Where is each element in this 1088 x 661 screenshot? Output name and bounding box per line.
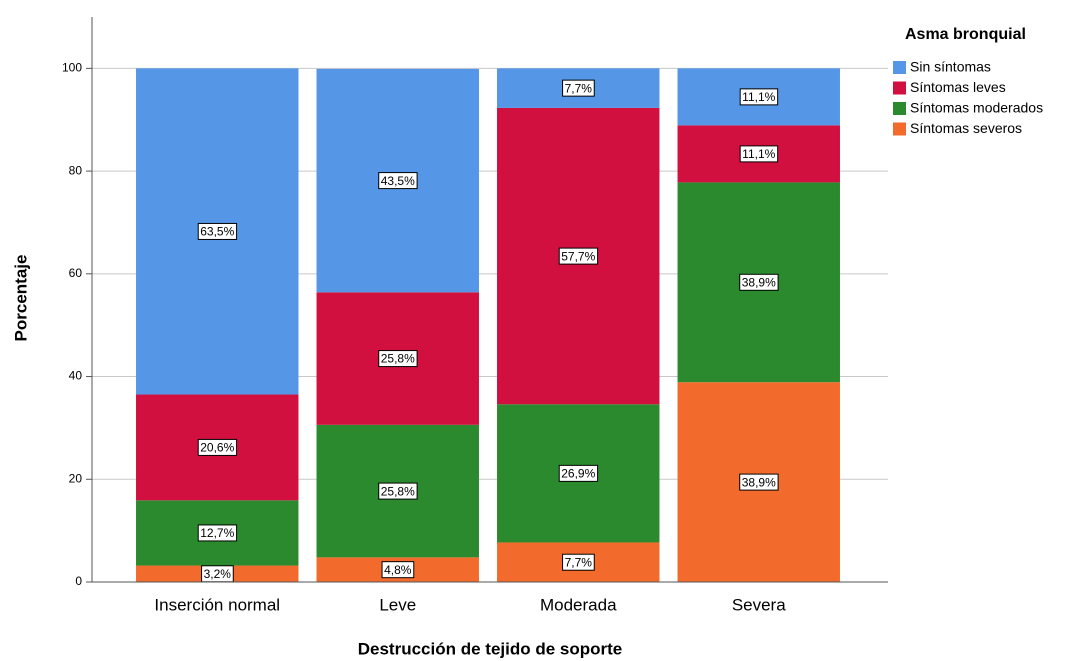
value-label-box [381, 561, 415, 579]
x-tick-label: Severa [732, 595, 786, 614]
value-label-box [378, 350, 418, 368]
value-label-box [197, 438, 238, 456]
value-label-box [197, 524, 238, 542]
value-label-box [562, 79, 595, 97]
legend-swatch [893, 61, 906, 74]
value-label: 43,5% [381, 174, 415, 188]
value-label-box [739, 273, 779, 291]
value-label-box [739, 88, 779, 106]
x-axis-title: Destrucción de tejido de soporte [358, 639, 623, 658]
value-label: 7,7% [565, 555, 593, 569]
legend-swatch [893, 102, 906, 115]
y-tick-label: 100 [62, 61, 82, 75]
y-tick-label: 0 [75, 574, 82, 588]
value-label: 4,8% [384, 563, 412, 577]
value-label-box [378, 172, 418, 190]
value-label: 11,1% [742, 147, 775, 161]
value-label-box [197, 222, 238, 240]
legend-swatch [893, 122, 906, 136]
y-tick-label: 40 [69, 369, 83, 383]
x-tick-label: Leve [379, 595, 416, 614]
value-label: 38,9% [742, 275, 776, 289]
value-label: 38,9% [742, 475, 776, 489]
value-label: 12,7% [200, 526, 234, 540]
value-label-box [562, 553, 595, 571]
value-label: 25,8% [381, 352, 415, 366]
value-label: 7,7% [565, 81, 593, 95]
y-tick-label: 60 [69, 266, 83, 280]
x-tick-label: Inserción normal [154, 595, 280, 614]
y-tick-label: 20 [69, 471, 83, 485]
value-label-box [739, 145, 779, 163]
legend-label: Síntomas moderados [910, 100, 1043, 116]
x-tick-label: Moderada [540, 595, 617, 614]
value-label: 20,6% [200, 441, 234, 455]
y-tick-label: 80 [69, 163, 83, 177]
value-label: 26,9% [561, 467, 595, 481]
legend-label: Síntomas leves [910, 79, 1006, 95]
value-label-box [378, 482, 418, 500]
legend-label: Síntomas severos [910, 120, 1022, 136]
legend-label: Sin síntomas [910, 59, 991, 75]
legend-title: Asma bronquial [905, 26, 1026, 43]
value-label-box [739, 473, 779, 491]
value-label: 25,8% [381, 484, 415, 498]
value-label-box [558, 247, 599, 265]
y-axis-title: Porcentaje [11, 255, 30, 342]
value-label-box [558, 464, 599, 482]
value-label: 3,2% [204, 567, 232, 581]
legend-swatch [893, 81, 906, 95]
value-label: 11,1% [742, 90, 775, 104]
value-label: 57,7% [561, 249, 595, 263]
value-label: 63,5% [200, 225, 234, 239]
